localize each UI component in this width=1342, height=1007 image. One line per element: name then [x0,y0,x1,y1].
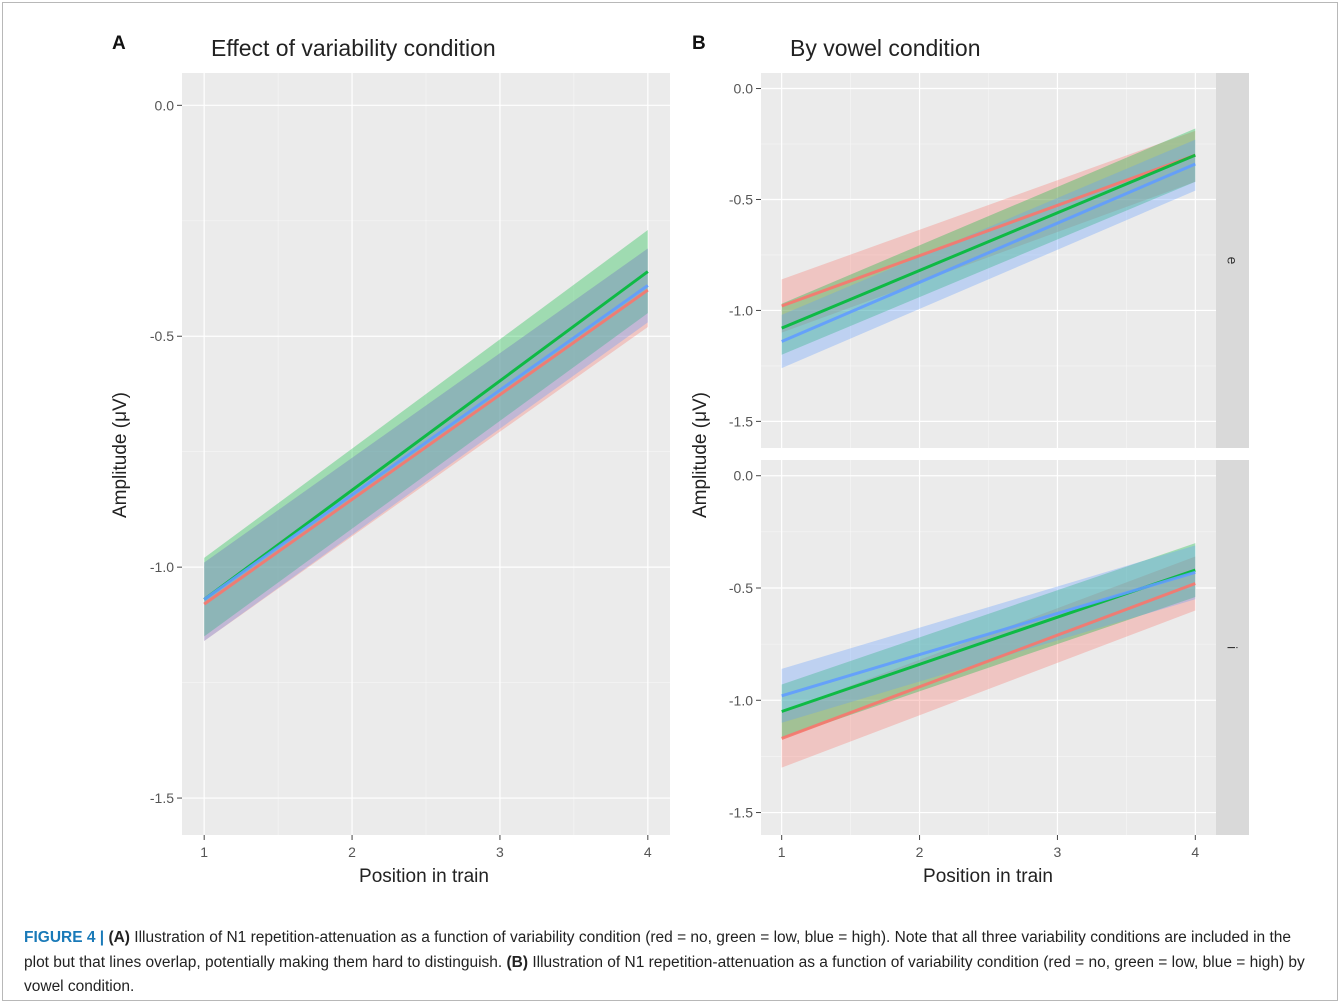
panel-a-x-tick-label: 1 [200,844,208,860]
facet-i-y-tick-label: -0.5 [729,580,753,596]
facet-e-y-tick-label: -1.5 [729,413,753,429]
panel-a-y-axis-title: Amplitude (μV) [110,392,131,518]
caption-part-b-text: Illustration of N1 repetition-attenuatio… [24,953,1305,996]
panel-a-y-tick-label: -1.0 [150,559,174,575]
panel-a-letter: A [112,33,126,54]
panel-a-x-axis-title: Position in train [359,866,489,887]
panel-a-line-no [203,288,649,606]
panel-a-y-tick-label: -1.5 [150,790,174,806]
figure-plots: A B Effect of variability condition By v… [110,33,1249,887]
caption-figure-label: FIGURE 4 [24,929,96,946]
figure-caption: FIGURE 4 | (A) Illustration of N1 repeti… [24,926,1316,1000]
facet-e-line-high [781,162,1196,343]
panel-a-x-tick-label: 2 [348,844,356,860]
facet-i-y-tick-label: -1.0 [729,692,753,708]
panel-a-line-high [203,284,649,601]
panel-b-y-axis-title: Amplitude (μV) [690,392,711,518]
facet-i-y-tick-label: 0.0 [734,468,754,484]
facet-i-strip [1216,460,1249,835]
facet-e-line-low [781,153,1196,330]
panel-a-ribbon-no [204,248,648,642]
panel-a-y-tick-label: -0.5 [150,328,174,344]
panel-a-plot: 1 2 3 4 0.0 -0.5 -1.0 -1.5 [150,73,670,860]
facet-e-strip [1216,73,1249,448]
facet-i-line-no [781,582,1196,740]
panel-a-x-tick-label: 3 [496,844,504,860]
facet-i-x-tick-label: 2 [916,844,924,860]
panel-b-x-axis-title: Position in train [923,866,1053,887]
facet-e-y-tick-label: 0.0 [734,81,754,97]
panel-a-line-low [203,270,649,601]
facet-e-line-no [781,153,1196,308]
facet-i-x-tick-label: 3 [1054,844,1062,860]
panel-a-y-tick-label: 0.0 [155,97,175,113]
panel-b-letter: B [692,33,706,54]
panel-b-plot: 0.0 -0.5 -1.0 -1.5 e 1 2 3 4 0.0 -0.5 -1.0 -1.5 i [729,73,1249,860]
caption-part-b-tag: (B) [506,953,529,971]
facet-i: 1 2 3 4 0.0 -0.5 -1.0 -1.5 i [729,460,1249,860]
facet-i-x-tick-label: 1 [778,844,786,860]
facet-i-x-tick-label: 4 [1191,844,1199,860]
panel-a-ribbon-low [204,230,648,637]
caption-separator: | [95,929,109,946]
facet-i-line-high [781,570,1196,698]
facet-e-y-tick-label: -0.5 [729,191,753,207]
panel-a-title: Effect of variability condition [211,35,496,61]
caption-part-a-tag: (A) [108,929,130,946]
panel-a-x-tick-label: 4 [644,844,652,860]
caption-part-a-text: Illustration of N1 repetition-attenuatio… [24,929,1292,971]
facet-e: 0.0 -0.5 -1.0 -1.5 e [729,73,1249,448]
facet-e-strip-label: e [1225,257,1241,265]
facet-e-y-tick-label: -1.0 [729,302,753,318]
facet-i-y-tick-label: -1.5 [729,805,753,821]
panel-b-title: By vowel condition [790,35,981,61]
panel-a-ribbon-high [204,248,648,642]
facet-i-strip-label: i [1225,646,1241,649]
